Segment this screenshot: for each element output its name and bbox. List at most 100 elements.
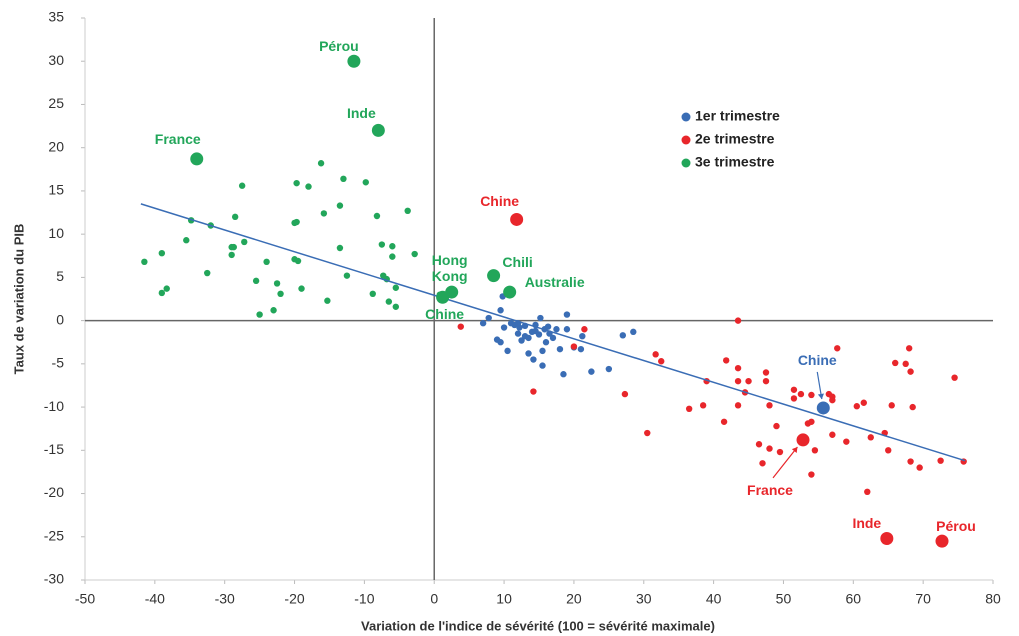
highlight-point xyxy=(935,534,949,548)
point xyxy=(252,277,260,285)
point xyxy=(581,326,588,333)
point xyxy=(853,403,860,410)
point xyxy=(560,371,567,378)
point xyxy=(797,390,805,398)
point xyxy=(532,327,539,335)
point xyxy=(734,402,742,409)
point xyxy=(238,182,246,189)
point xyxy=(834,345,841,352)
arrow-head xyxy=(791,446,798,453)
point xyxy=(619,332,627,339)
point xyxy=(392,303,400,310)
point xyxy=(759,460,766,467)
point xyxy=(766,402,773,409)
point xyxy=(605,365,613,373)
point xyxy=(530,356,537,363)
point xyxy=(378,241,386,248)
point-label: Pérou xyxy=(319,38,359,55)
y-tick-label: 0 xyxy=(56,311,64,327)
y-tick-label: 30 xyxy=(48,52,64,68)
point xyxy=(530,388,537,395)
point xyxy=(951,374,958,381)
point xyxy=(937,457,944,464)
point xyxy=(588,368,595,375)
y-tick-label: 35 xyxy=(48,9,64,25)
point-label: Inde xyxy=(852,515,882,532)
x-tick-label: 80 xyxy=(985,591,1001,607)
point xyxy=(525,334,532,342)
y-tick-label: 5 xyxy=(56,268,64,284)
point xyxy=(843,438,850,445)
point xyxy=(228,251,235,259)
point xyxy=(404,207,411,215)
point xyxy=(230,243,237,251)
x-tick-label: 20 xyxy=(566,591,582,607)
legend-label: 1er trimestre xyxy=(695,108,780,124)
y-tick-label: 15 xyxy=(48,182,64,198)
point xyxy=(790,386,798,393)
point xyxy=(544,323,552,330)
point xyxy=(909,403,916,411)
point xyxy=(231,213,239,221)
point xyxy=(369,290,376,298)
point xyxy=(907,458,914,465)
point xyxy=(762,377,770,385)
point xyxy=(537,314,544,322)
point-label: Chine xyxy=(797,351,837,368)
point xyxy=(270,307,277,314)
y-tick-label: -10 xyxy=(44,398,64,414)
point-label: Australie xyxy=(524,274,585,291)
point xyxy=(273,280,281,287)
x-tick-label: -10 xyxy=(354,591,374,607)
y-tick-label: 25 xyxy=(48,95,64,111)
highlight-point xyxy=(796,433,810,447)
trend-line xyxy=(140,203,966,462)
point xyxy=(905,345,913,352)
legend-marker xyxy=(681,135,691,145)
point-label: France xyxy=(154,130,201,147)
point xyxy=(294,257,302,265)
point xyxy=(563,311,571,318)
x-tick-label: 0 xyxy=(430,591,438,607)
x-tick-label: 70 xyxy=(915,591,931,607)
legend-label: 3e trimestre xyxy=(695,154,775,170)
point xyxy=(621,390,629,398)
point xyxy=(745,377,752,385)
point-label: Hong Kong xyxy=(431,252,468,285)
point xyxy=(644,429,651,437)
x-tick-label: -50 xyxy=(75,591,95,607)
point-label: Pérou xyxy=(936,518,976,535)
point xyxy=(860,399,867,406)
point xyxy=(766,445,773,452)
point xyxy=(343,272,351,279)
point xyxy=(320,210,328,217)
point xyxy=(485,314,492,322)
point xyxy=(808,391,815,399)
point xyxy=(734,377,742,385)
point-label: France xyxy=(747,481,793,498)
legend-label: 2e trimestre xyxy=(695,131,775,147)
point xyxy=(392,284,400,291)
point xyxy=(902,360,909,368)
point xyxy=(734,317,742,324)
y-tick-label: -15 xyxy=(44,441,64,457)
point xyxy=(340,175,347,183)
point xyxy=(563,326,571,333)
point xyxy=(539,362,546,369)
highlight-point xyxy=(190,152,204,166)
point xyxy=(256,311,263,318)
point xyxy=(907,368,914,375)
point xyxy=(389,243,396,250)
point xyxy=(293,218,300,226)
x-tick-label: 40 xyxy=(706,591,722,607)
point xyxy=(885,447,892,454)
point xyxy=(553,326,560,333)
point xyxy=(411,250,418,258)
y-axis-title: Taux de variation du PIB xyxy=(11,224,26,375)
point xyxy=(525,350,532,357)
point xyxy=(685,405,693,413)
y-tick-label: 20 xyxy=(48,138,64,154)
point xyxy=(570,343,578,350)
highlight-point xyxy=(816,401,830,415)
